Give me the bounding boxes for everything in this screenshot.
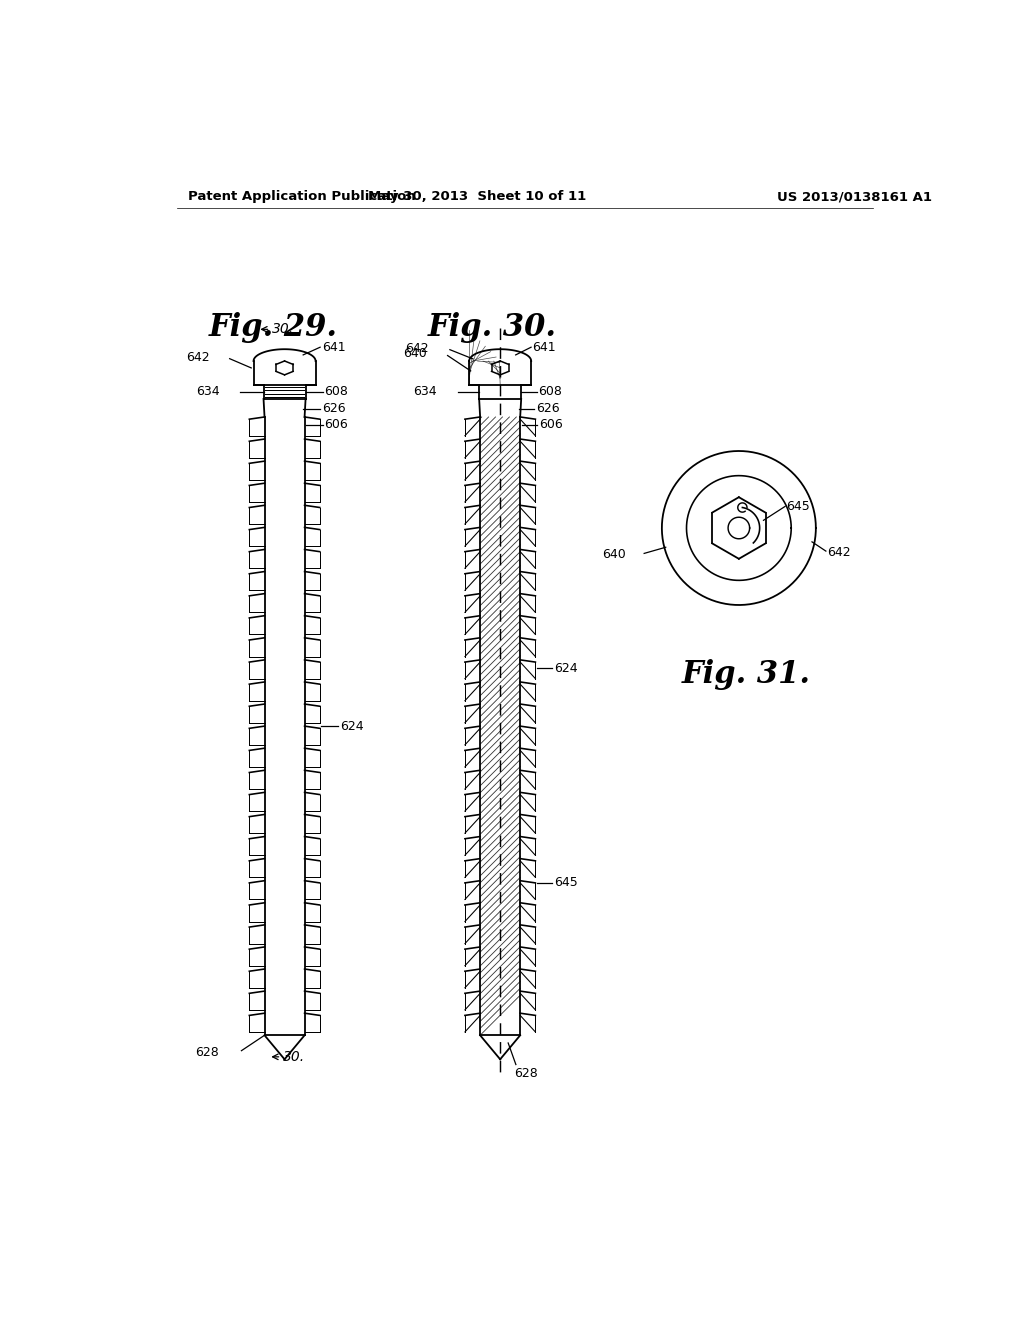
Text: 30.: 30. bbox=[272, 322, 294, 337]
Text: 645: 645 bbox=[554, 876, 578, 890]
Text: 628: 628 bbox=[514, 1068, 538, 1080]
Text: 640: 640 bbox=[602, 548, 627, 561]
Text: Fig. 30.: Fig. 30. bbox=[428, 313, 557, 343]
Text: 634: 634 bbox=[413, 385, 436, 399]
Text: 640: 640 bbox=[402, 347, 427, 360]
Text: 626: 626 bbox=[322, 403, 345, 416]
Text: 626: 626 bbox=[536, 403, 560, 416]
Text: Fig. 29.: Fig. 29. bbox=[209, 313, 338, 343]
Text: 624: 624 bbox=[340, 719, 364, 733]
Text: 642: 642 bbox=[185, 351, 209, 363]
Text: 641: 641 bbox=[322, 341, 345, 354]
Text: Fig. 31.: Fig. 31. bbox=[682, 659, 811, 690]
Text: 608: 608 bbox=[324, 385, 348, 399]
Text: 628: 628 bbox=[196, 1045, 219, 1059]
Text: 641: 641 bbox=[532, 341, 556, 354]
Text: May 30, 2013  Sheet 10 of 11: May 30, 2013 Sheet 10 of 11 bbox=[368, 190, 586, 203]
Text: US 2013/0138161 A1: US 2013/0138161 A1 bbox=[777, 190, 933, 203]
Text: 634: 634 bbox=[196, 385, 219, 399]
Text: 606: 606 bbox=[325, 418, 348, 432]
Text: Patent Application Publication: Patent Application Publication bbox=[188, 190, 416, 203]
Text: 30.: 30. bbox=[283, 1049, 305, 1064]
Text: 606: 606 bbox=[539, 418, 562, 432]
Text: 642: 642 bbox=[827, 546, 851, 560]
Text: 642: 642 bbox=[406, 342, 429, 355]
Text: 624: 624 bbox=[554, 661, 578, 675]
Text: 608: 608 bbox=[539, 385, 562, 399]
Text: 645: 645 bbox=[786, 500, 810, 513]
